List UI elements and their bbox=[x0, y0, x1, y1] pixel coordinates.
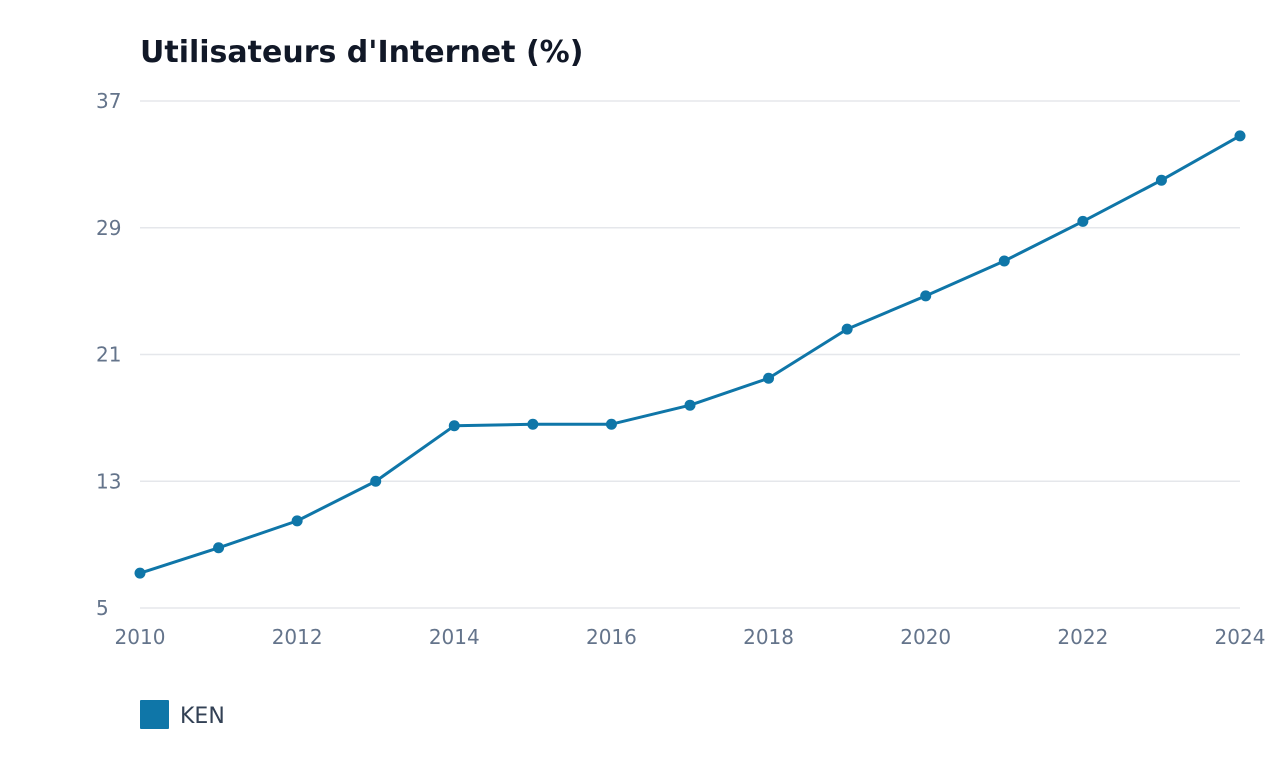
y-tick-label: 37 bbox=[96, 89, 121, 113]
legend-label-ken: KEN bbox=[180, 704, 225, 729]
x-tick-label: 2018 bbox=[743, 625, 794, 649]
x-axis-ticks: 2010 2012 2014 2016 2018 2020 2022 2024 bbox=[115, 625, 1266, 649]
gridlines bbox=[140, 100, 1240, 609]
data-point bbox=[763, 372, 775, 384]
y-axis-ticks: 5 13 21 29 37 bbox=[96, 89, 121, 620]
data-point bbox=[134, 567, 146, 579]
y-tick-label: 21 bbox=[96, 343, 121, 367]
x-tick-label: 2012 bbox=[272, 625, 323, 649]
y-tick-label: 29 bbox=[96, 216, 121, 240]
data-point bbox=[605, 418, 617, 430]
x-tick-label: 2016 bbox=[586, 625, 637, 649]
data-point bbox=[1077, 215, 1089, 227]
y-tick-label: 13 bbox=[96, 469, 121, 493]
y-tick-label: 5 bbox=[96, 596, 109, 620]
data-point bbox=[841, 323, 853, 335]
data-point bbox=[684, 399, 696, 411]
legend: KEN bbox=[140, 700, 225, 729]
data-point bbox=[998, 255, 1010, 267]
data-point bbox=[370, 475, 382, 487]
data-point bbox=[291, 515, 303, 527]
series-group bbox=[134, 130, 1246, 579]
data-point bbox=[1234, 130, 1246, 142]
x-tick-label: 2024 bbox=[1215, 625, 1266, 649]
legend-swatch-ken bbox=[140, 700, 169, 729]
chart-title: Utilisateurs d'Internet (%) bbox=[140, 35, 583, 70]
x-tick-label: 2020 bbox=[900, 625, 951, 649]
data-point bbox=[213, 542, 225, 554]
x-tick-label: 2014 bbox=[429, 625, 480, 649]
x-tick-label: 2022 bbox=[1057, 625, 1108, 649]
data-point bbox=[448, 420, 460, 432]
data-point bbox=[920, 290, 932, 302]
x-tick-label: 2010 bbox=[115, 625, 166, 649]
data-point bbox=[1155, 174, 1167, 186]
data-point bbox=[527, 418, 539, 430]
